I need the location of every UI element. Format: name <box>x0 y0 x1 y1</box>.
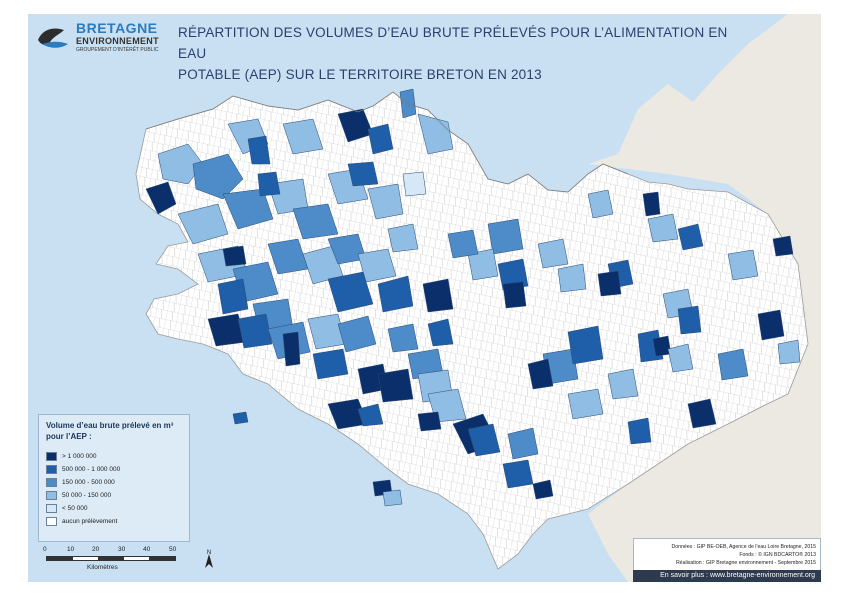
legend-item: 500 000 - 1 000 000 <box>46 464 120 474</box>
north-arrow-icon: N <box>205 550 213 568</box>
scale-tick-label: 20 <box>92 546 100 553</box>
legend-swatch <box>46 490 57 500</box>
neighbour-land-normandy <box>588 14 821 582</box>
legend-item: 150 000 - 500 000 <box>46 477 115 487</box>
legend-item: < 50 000 <box>46 503 87 513</box>
logo-title: BRETAGNE <box>76 20 158 36</box>
legend-label: 500 000 - 1 000 000 <box>62 465 121 473</box>
scale-tick-label: 50 <box>169 546 177 553</box>
legend-item: > 1 000 000 <box>46 451 97 461</box>
scale-tick-label: 40 <box>143 546 151 553</box>
map-title: RÉPARTITION DES VOLUMES D’EAU BRUTE PRÉL… <box>178 22 738 85</box>
legend-swatch <box>46 516 57 526</box>
map-frame: BRETAGNE ENVIRONNEMENT GROUPEMENT D'INTÉ… <box>28 14 821 582</box>
logo-tagline: GROUPEMENT D'INTÉRÊT PUBLIC <box>76 47 159 53</box>
scale-tick-label: 30 <box>118 546 126 553</box>
map-canvas <box>28 14 821 582</box>
logo-emblem <box>38 28 68 48</box>
legend-swatch <box>46 464 57 474</box>
scale-bar-graphic <box>46 556 176 561</box>
coastline <box>145 91 629 193</box>
logo-subtitle: ENVIRONNEMENT <box>76 36 159 46</box>
credit-basemap: Fonds : © IGN BDCARTO® 2013 <box>739 552 816 558</box>
scale-tick-label: 10 <box>67 546 75 553</box>
legend-item: aucun prélèvement <box>46 516 117 526</box>
legend-title: Volume d’eau brute prélevé en m³ pour l’… <box>46 421 174 441</box>
map-title-line1: RÉPARTITION DES VOLUMES D’EAU BRUTE PRÉL… <box>178 25 728 61</box>
legend-swatch <box>46 451 57 461</box>
legend: Volume d’eau brute prélevé en m³ pour l’… <box>38 414 190 542</box>
legend-item: 50 000 - 150 000 <box>46 490 111 500</box>
credit-author: Réalisation : GIP Bretagne environnement… <box>675 560 816 566</box>
legend-label: 50 000 - 150 000 <box>62 491 112 499</box>
scale-unit: Kilomètres <box>87 564 118 571</box>
legend-swatch <box>46 477 57 487</box>
legend-label: > 1 000 000 <box>62 452 97 460</box>
logo: BRETAGNE ENVIRONNEMENT GROUPEMENT D'INTÉ… <box>34 20 162 58</box>
legend-label: < 50 000 <box>62 504 88 512</box>
withdrawal-communes <box>145 88 801 507</box>
website-link[interactable]: En savoir plus : www.bretagne-environnem… <box>633 570 821 582</box>
legend-swatch <box>46 503 57 513</box>
map-title-line2: POTABLE (AEP) SUR LE TERRITOIRE BRETON E… <box>178 67 542 82</box>
legend-label: aucun prélèvement <box>62 517 118 525</box>
scale-tick-label: 0 <box>43 546 47 553</box>
north-label: N <box>207 550 211 556</box>
credit-data-source: Données : GIP BE-OEB, Agence de l'eau Lo… <box>671 544 816 550</box>
scale-bar: 0 10 20 30 40 50 Kilomètres N <box>42 546 213 576</box>
north-arrow: N <box>202 548 216 570</box>
legend-label: 150 000 - 500 000 <box>62 478 115 486</box>
